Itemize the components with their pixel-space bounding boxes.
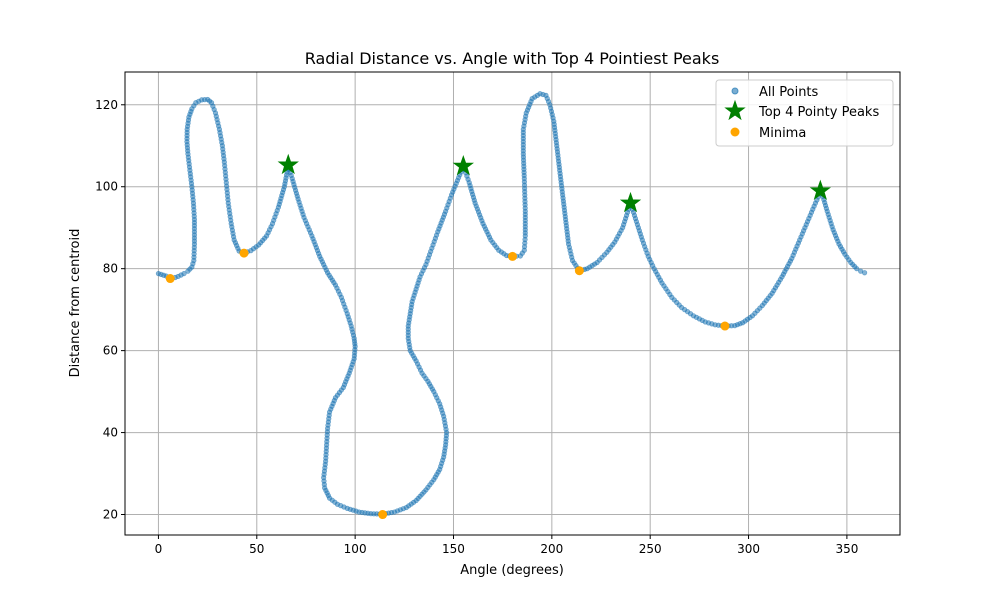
minimum-point xyxy=(165,274,175,284)
minimum-point xyxy=(720,321,730,331)
axis-ticks: 0 50 100 150 200 250 300 350 20 40 60 80 100 120 xyxy=(95,98,858,556)
y-tick-label: 80 xyxy=(103,262,118,276)
legend-marker-minima xyxy=(730,127,740,137)
peak-star xyxy=(452,155,474,176)
y-axis-label: Distance from centroid xyxy=(68,229,83,378)
x-tick-label: 300 xyxy=(737,542,760,556)
legend: All Points Top 4 Pointy Peaks Minima xyxy=(715,79,894,147)
legend-star-shape xyxy=(724,99,746,121)
x-tick-label: 250 xyxy=(639,542,662,556)
legend-marker-peaks xyxy=(724,99,746,121)
all-points-series xyxy=(155,91,868,517)
y-tick-label: 100 xyxy=(95,180,118,194)
minima-series xyxy=(165,248,730,520)
legend-label-minima: Minima xyxy=(759,126,806,141)
x-tick-label: 150 xyxy=(442,542,465,556)
peak-star xyxy=(809,179,832,200)
x-tick-label: 50 xyxy=(249,542,264,556)
y-tick-label: 20 xyxy=(103,508,118,522)
y-tick-label: 120 xyxy=(95,98,118,112)
minimum-point xyxy=(508,251,517,261)
x-tick-label: 100 xyxy=(344,542,367,556)
peak-star xyxy=(619,191,642,213)
y-tick-label: 40 xyxy=(103,426,118,440)
plot-area-frame xyxy=(124,71,901,536)
chart-title: Radial Distance vs. Angle with Top 4 Poi… xyxy=(305,49,720,68)
x-tick-label: 0 xyxy=(155,542,163,556)
legend-box xyxy=(715,79,894,147)
grid xyxy=(125,72,900,535)
data-point xyxy=(181,270,187,277)
minimum-point xyxy=(574,266,584,276)
minimum-point xyxy=(239,248,249,258)
legend-marker-all-points xyxy=(731,87,739,95)
y-tick-label: 60 xyxy=(103,344,118,358)
x-axis-label: Angle (degrees) xyxy=(460,563,564,578)
x-tick-label: 200 xyxy=(540,542,563,556)
x-tick-label: 350 xyxy=(835,542,858,556)
legend-label-peaks: Top 4 Pointy Peaks xyxy=(758,105,879,120)
legend-label-all-points: All Points xyxy=(759,85,819,100)
minimum-point xyxy=(378,510,388,520)
data-point xyxy=(854,266,860,272)
peaks-series xyxy=(277,153,832,213)
peak-star xyxy=(277,153,299,175)
data-point xyxy=(861,270,868,276)
